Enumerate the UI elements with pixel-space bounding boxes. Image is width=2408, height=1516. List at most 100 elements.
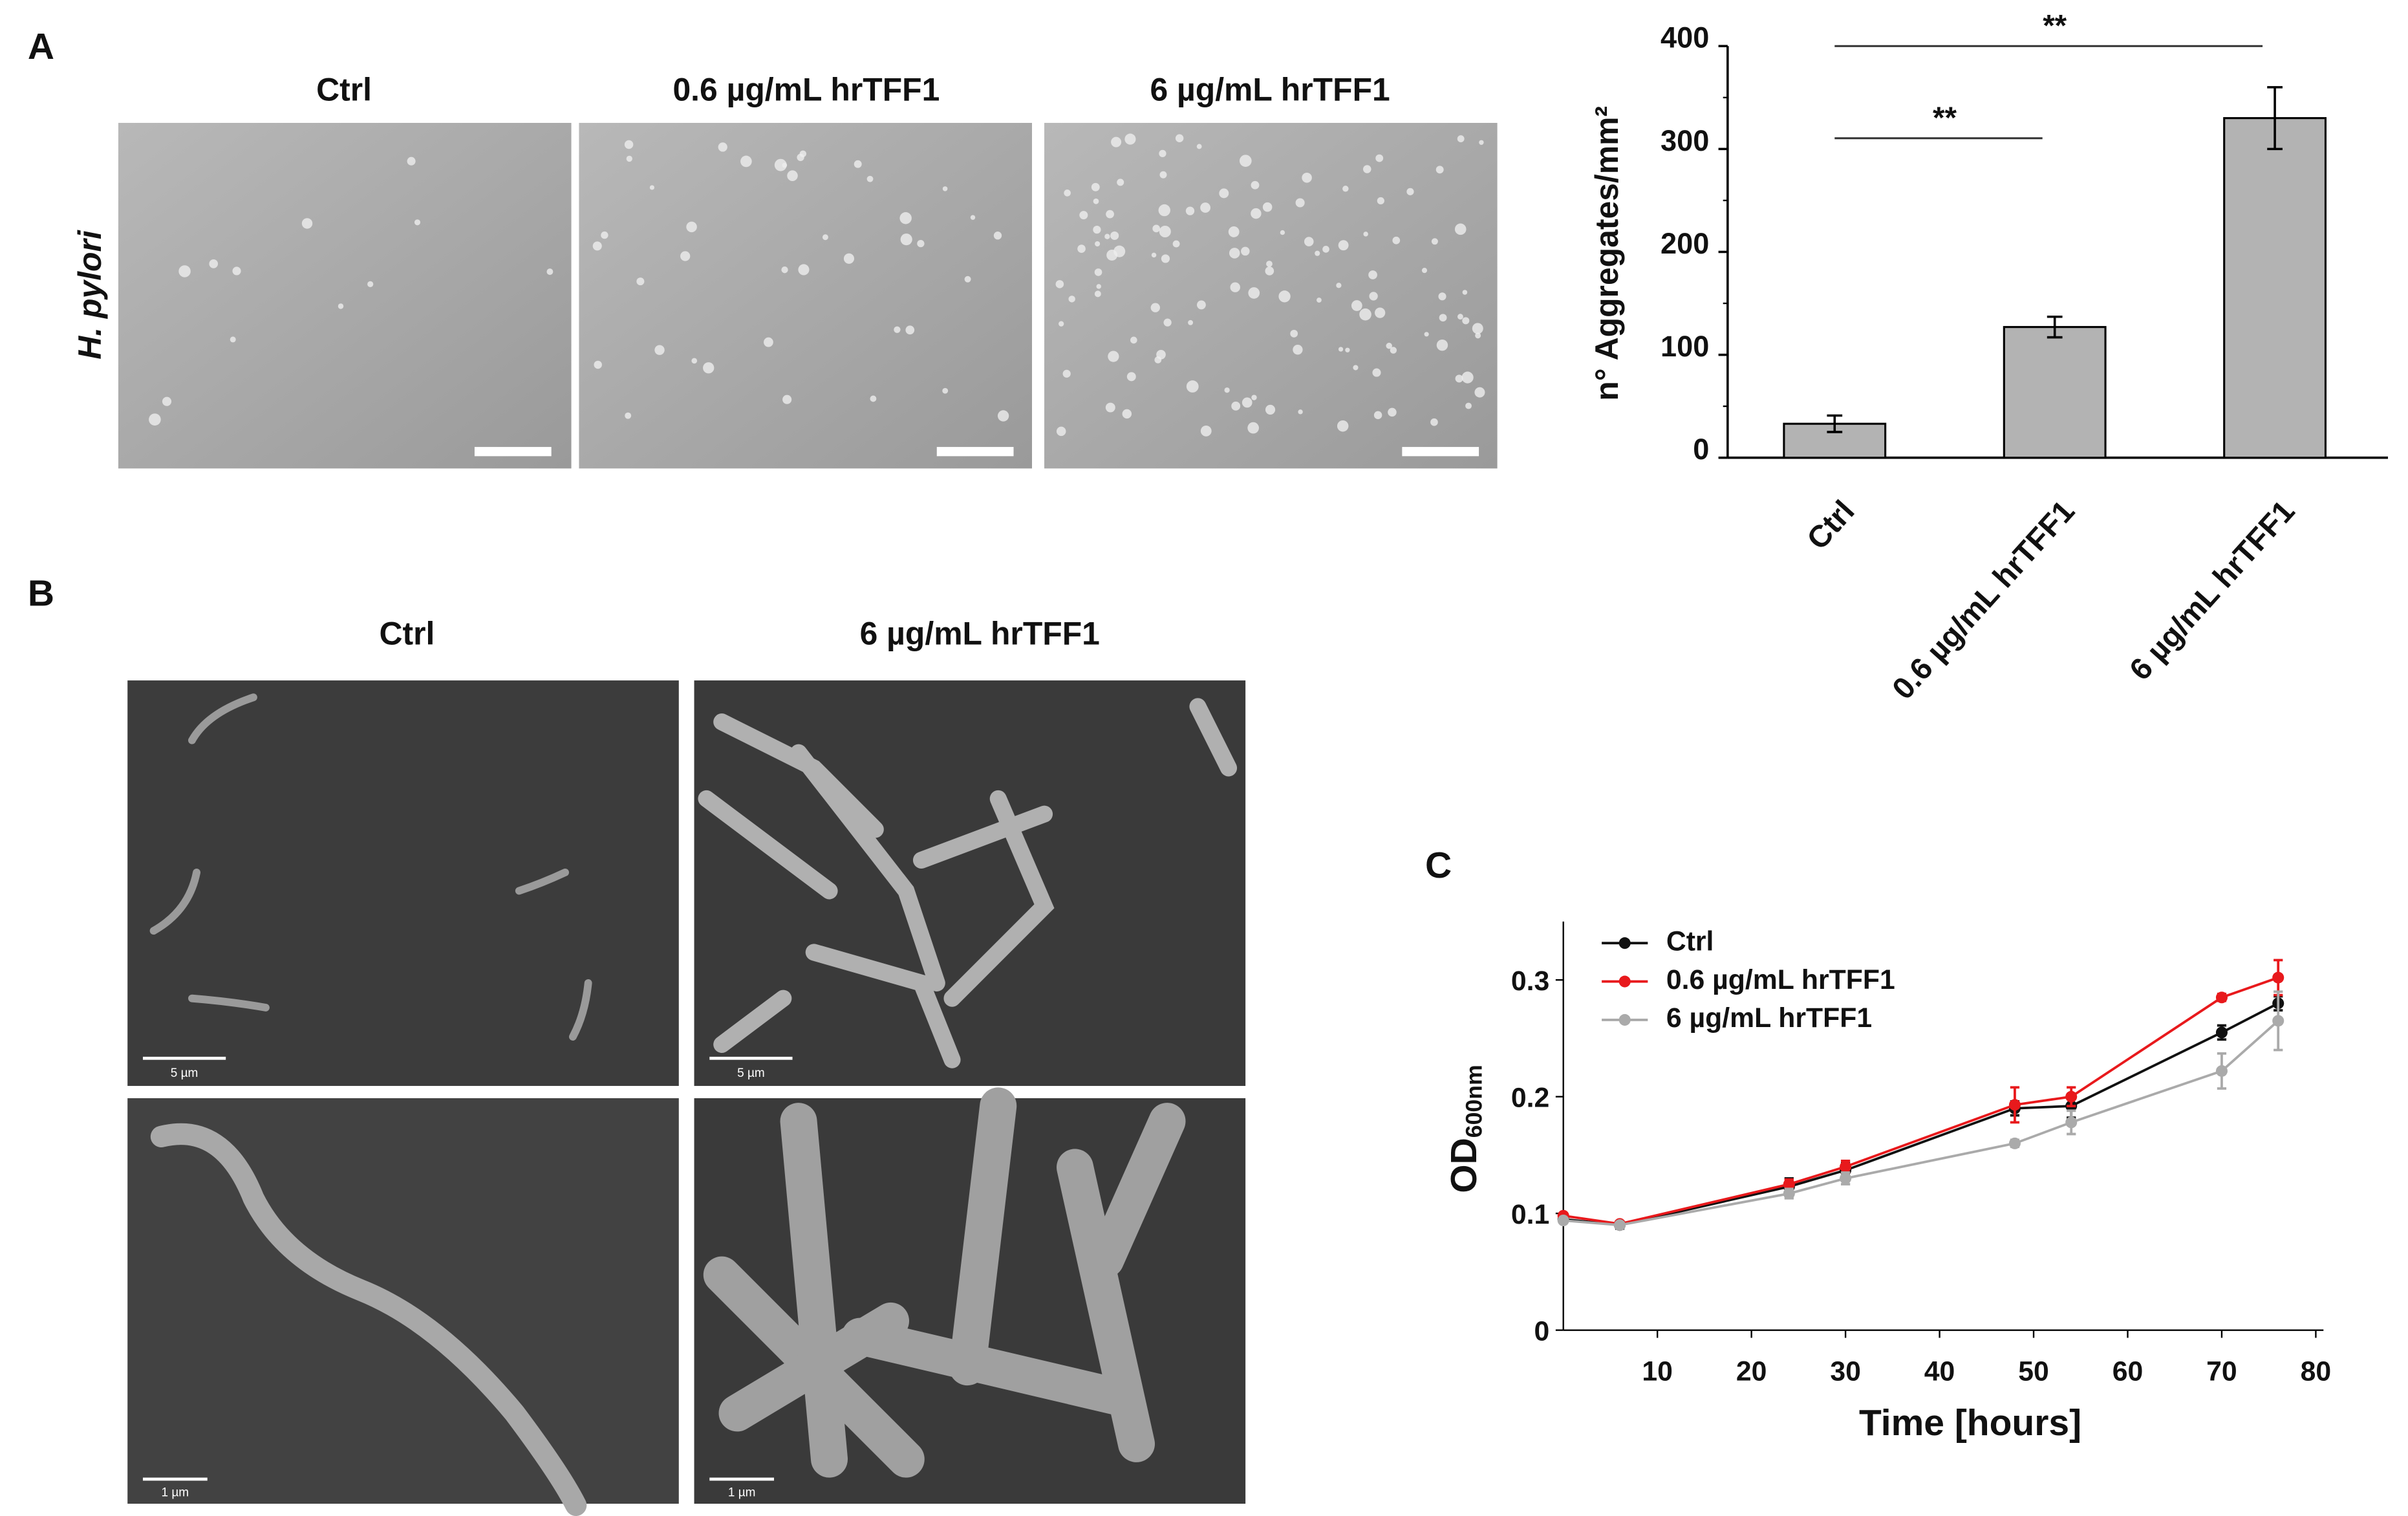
- speck: [162, 396, 172, 406]
- speck: [1105, 402, 1115, 413]
- speck: [1186, 380, 1199, 393]
- speck: [367, 281, 374, 287]
- speck: [781, 266, 788, 274]
- speck: [1197, 300, 1206, 310]
- speck: [1359, 308, 1371, 321]
- x-tick-label: 60: [2112, 1356, 2144, 1387]
- column-title: Ctrl: [380, 615, 435, 651]
- x-tick-label: 70: [2206, 1356, 2237, 1387]
- speck: [1163, 318, 1172, 327]
- speck: [894, 326, 901, 333]
- speck: [787, 170, 798, 181]
- speck: [1390, 347, 1397, 354]
- y-axis-label-sub: 600nm: [1461, 1065, 1487, 1138]
- speck: [1196, 144, 1202, 149]
- y-tick-label: 0: [1693, 433, 1709, 466]
- speck: [1239, 155, 1252, 168]
- speck: [1368, 270, 1377, 279]
- speck: [1096, 284, 1101, 289]
- speck: [1430, 418, 1438, 426]
- speck: [1159, 225, 1171, 238]
- speck: [854, 160, 862, 168]
- speck: [1406, 188, 1414, 195]
- speck: [942, 387, 949, 394]
- point: [2008, 1137, 2021, 1149]
- speck: [1055, 280, 1064, 288]
- speck: [1363, 232, 1368, 237]
- bacterium: [150, 1123, 587, 1516]
- speck: [1457, 135, 1465, 143]
- speck: [1151, 252, 1157, 258]
- speck: [1386, 342, 1392, 349]
- speck: [1124, 133, 1136, 145]
- speck: [1436, 339, 1448, 351]
- speck: [1117, 179, 1124, 186]
- speck: [594, 360, 602, 369]
- speck: [686, 221, 697, 233]
- micrographs-b: [127, 680, 1246, 1516]
- point: [2008, 1099, 2021, 1111]
- error-bar: [1827, 414, 1843, 433]
- speck: [1110, 231, 1119, 240]
- speck: [1265, 404, 1276, 415]
- speck: [1077, 244, 1086, 253]
- speck: [1454, 223, 1467, 235]
- significance-label: **: [2043, 8, 2067, 43]
- speck: [1290, 329, 1298, 338]
- speck: [1158, 204, 1170, 217]
- speck: [1251, 180, 1260, 190]
- speck: [942, 186, 948, 191]
- speck: [230, 336, 236, 343]
- point: [2065, 1090, 2078, 1103]
- speck: [1056, 426, 1066, 437]
- speck: [1200, 425, 1212, 437]
- speck: [1266, 261, 1273, 267]
- speck: [1159, 149, 1166, 157]
- speck: [1375, 154, 1384, 162]
- speck: [1372, 368, 1381, 377]
- scale-bar-label: 5 µm: [171, 1067, 199, 1080]
- speck: [1302, 173, 1312, 183]
- speck: [1338, 347, 1344, 352]
- speck: [178, 265, 191, 277]
- bar: [2223, 117, 2327, 459]
- speck: [1091, 182, 1100, 191]
- error-bar: [2047, 315, 2063, 339]
- scale-bar: [142, 1477, 208, 1481]
- speck: [1435, 166, 1444, 174]
- series-line: [1563, 976, 2279, 1226]
- speck: [1363, 165, 1371, 173]
- point: [1783, 1178, 1795, 1191]
- speck: [1322, 246, 1329, 253]
- speck: [654, 345, 665, 355]
- speck: [1219, 188, 1229, 199]
- speck: [900, 233, 912, 246]
- point: [1783, 1187, 1795, 1200]
- speck: [1455, 374, 1463, 383]
- speck: [601, 231, 608, 239]
- speck: [1338, 240, 1349, 251]
- speck: [1293, 344, 1303, 355]
- speck: [899, 212, 912, 224]
- x-tick-label: 50: [2018, 1356, 2049, 1387]
- speck: [1230, 282, 1240, 292]
- speck: [1241, 246, 1250, 256]
- legend-label: 6 µg/mL hrTFF1: [1666, 1002, 1872, 1034]
- speck: [407, 157, 416, 166]
- speck: [1104, 233, 1110, 239]
- speck: [782, 395, 792, 404]
- speck: [1185, 206, 1195, 215]
- speck: [1064, 190, 1071, 197]
- speck: [1062, 369, 1071, 378]
- speck: [1431, 238, 1438, 245]
- speck: [1457, 314, 1463, 319]
- x-tick-label: 30: [1830, 1356, 1861, 1387]
- speck: [1247, 422, 1259, 434]
- point: [2215, 1026, 2228, 1039]
- x-tick-label: 40: [1924, 1356, 1955, 1387]
- speck: [866, 175, 874, 182]
- speck: [1093, 225, 1101, 234]
- speck: [149, 413, 161, 426]
- speck: [1373, 411, 1382, 420]
